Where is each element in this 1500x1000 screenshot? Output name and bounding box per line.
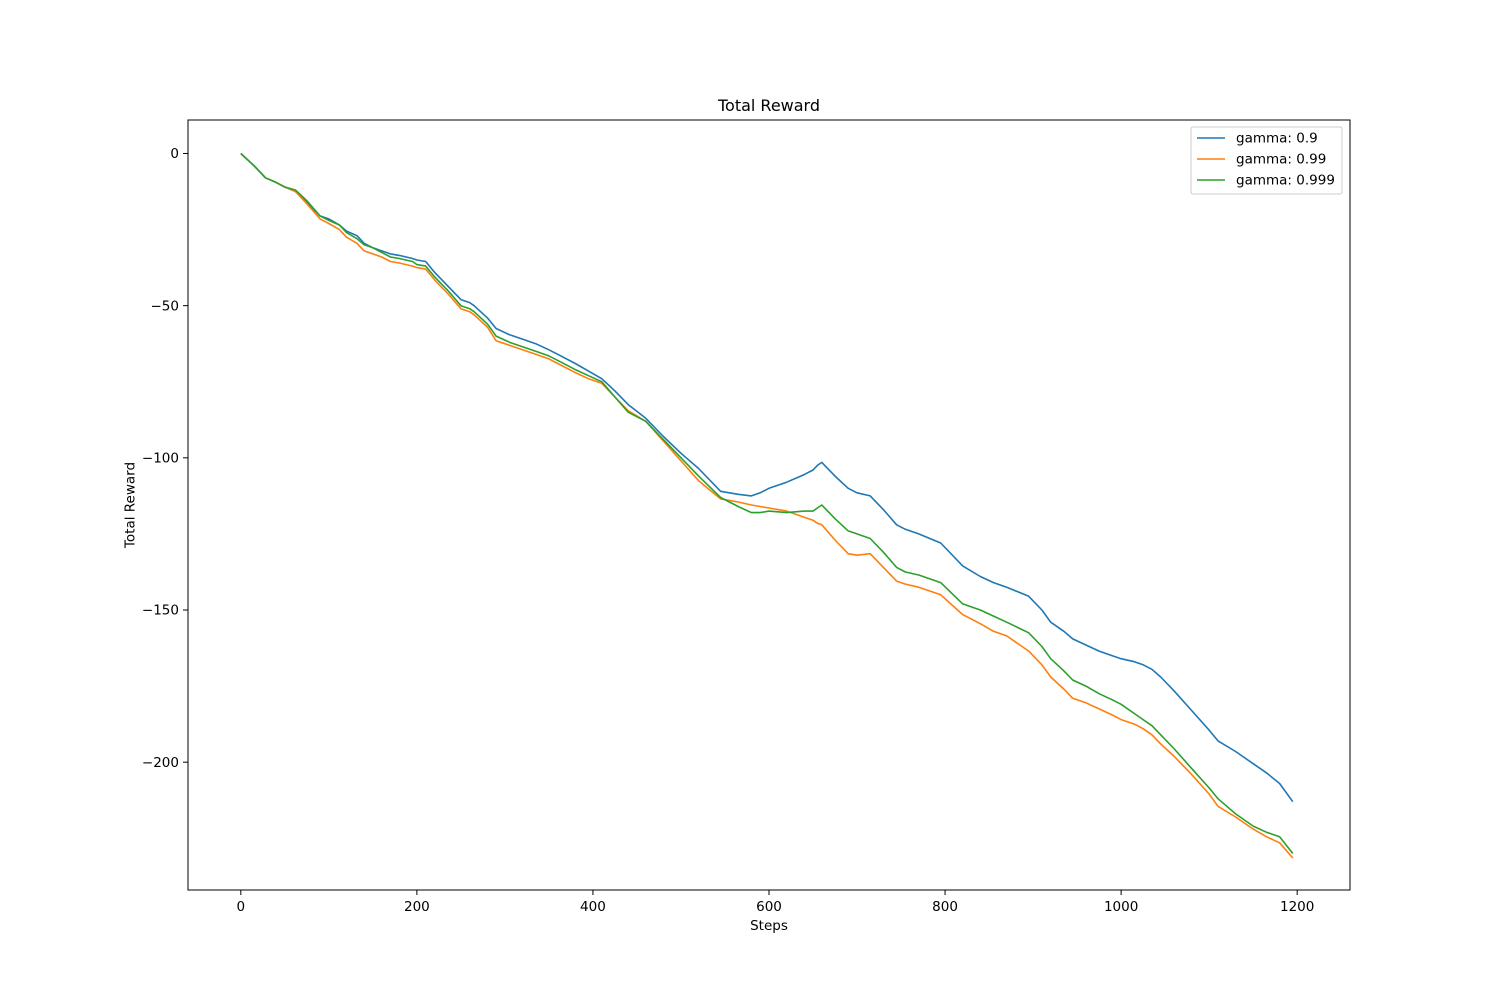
x-tick-label: 600 [756,899,782,915]
x-axis-label: Steps [750,918,788,934]
x-tick-label: 1000 [1104,899,1138,915]
y-tick-label: −50 [151,298,180,314]
series-line-2 [240,152,1294,854]
y-axis-label: Total Reward [123,462,139,549]
x-tick-label: 200 [404,899,430,915]
x-tick-label: 1200 [1280,899,1314,915]
y-tick-label: 0 [170,146,179,162]
x-tick-label: 800 [932,899,958,915]
y-tick-label: −150 [142,603,179,619]
y-tick-label: −200 [142,755,179,771]
y-axis: 0 −50 −100 −150 −200 [142,146,188,771]
legend-label: gamma: 0.99 [1236,152,1326,168]
x-tick-label: 0 [237,899,246,915]
y-tick-label: −100 [142,451,179,467]
x-tick-label: 400 [580,899,606,915]
series-layer [240,152,1294,859]
legend-label: gamma: 0.999 [1236,173,1335,189]
legend-label: gamma: 0.9 [1236,131,1318,147]
plot-frame [187,119,1351,891]
x-axis: 0 200 400 600 800 1000 1200 [237,890,1314,915]
chart-title: Total Reward [717,96,820,115]
series-line-0 [240,152,1294,803]
legend: gamma: 0.9 gamma: 0.99 gamma: 0.999 [1190,126,1343,195]
series-line-1 [240,152,1294,859]
legend-frame [1190,126,1343,195]
